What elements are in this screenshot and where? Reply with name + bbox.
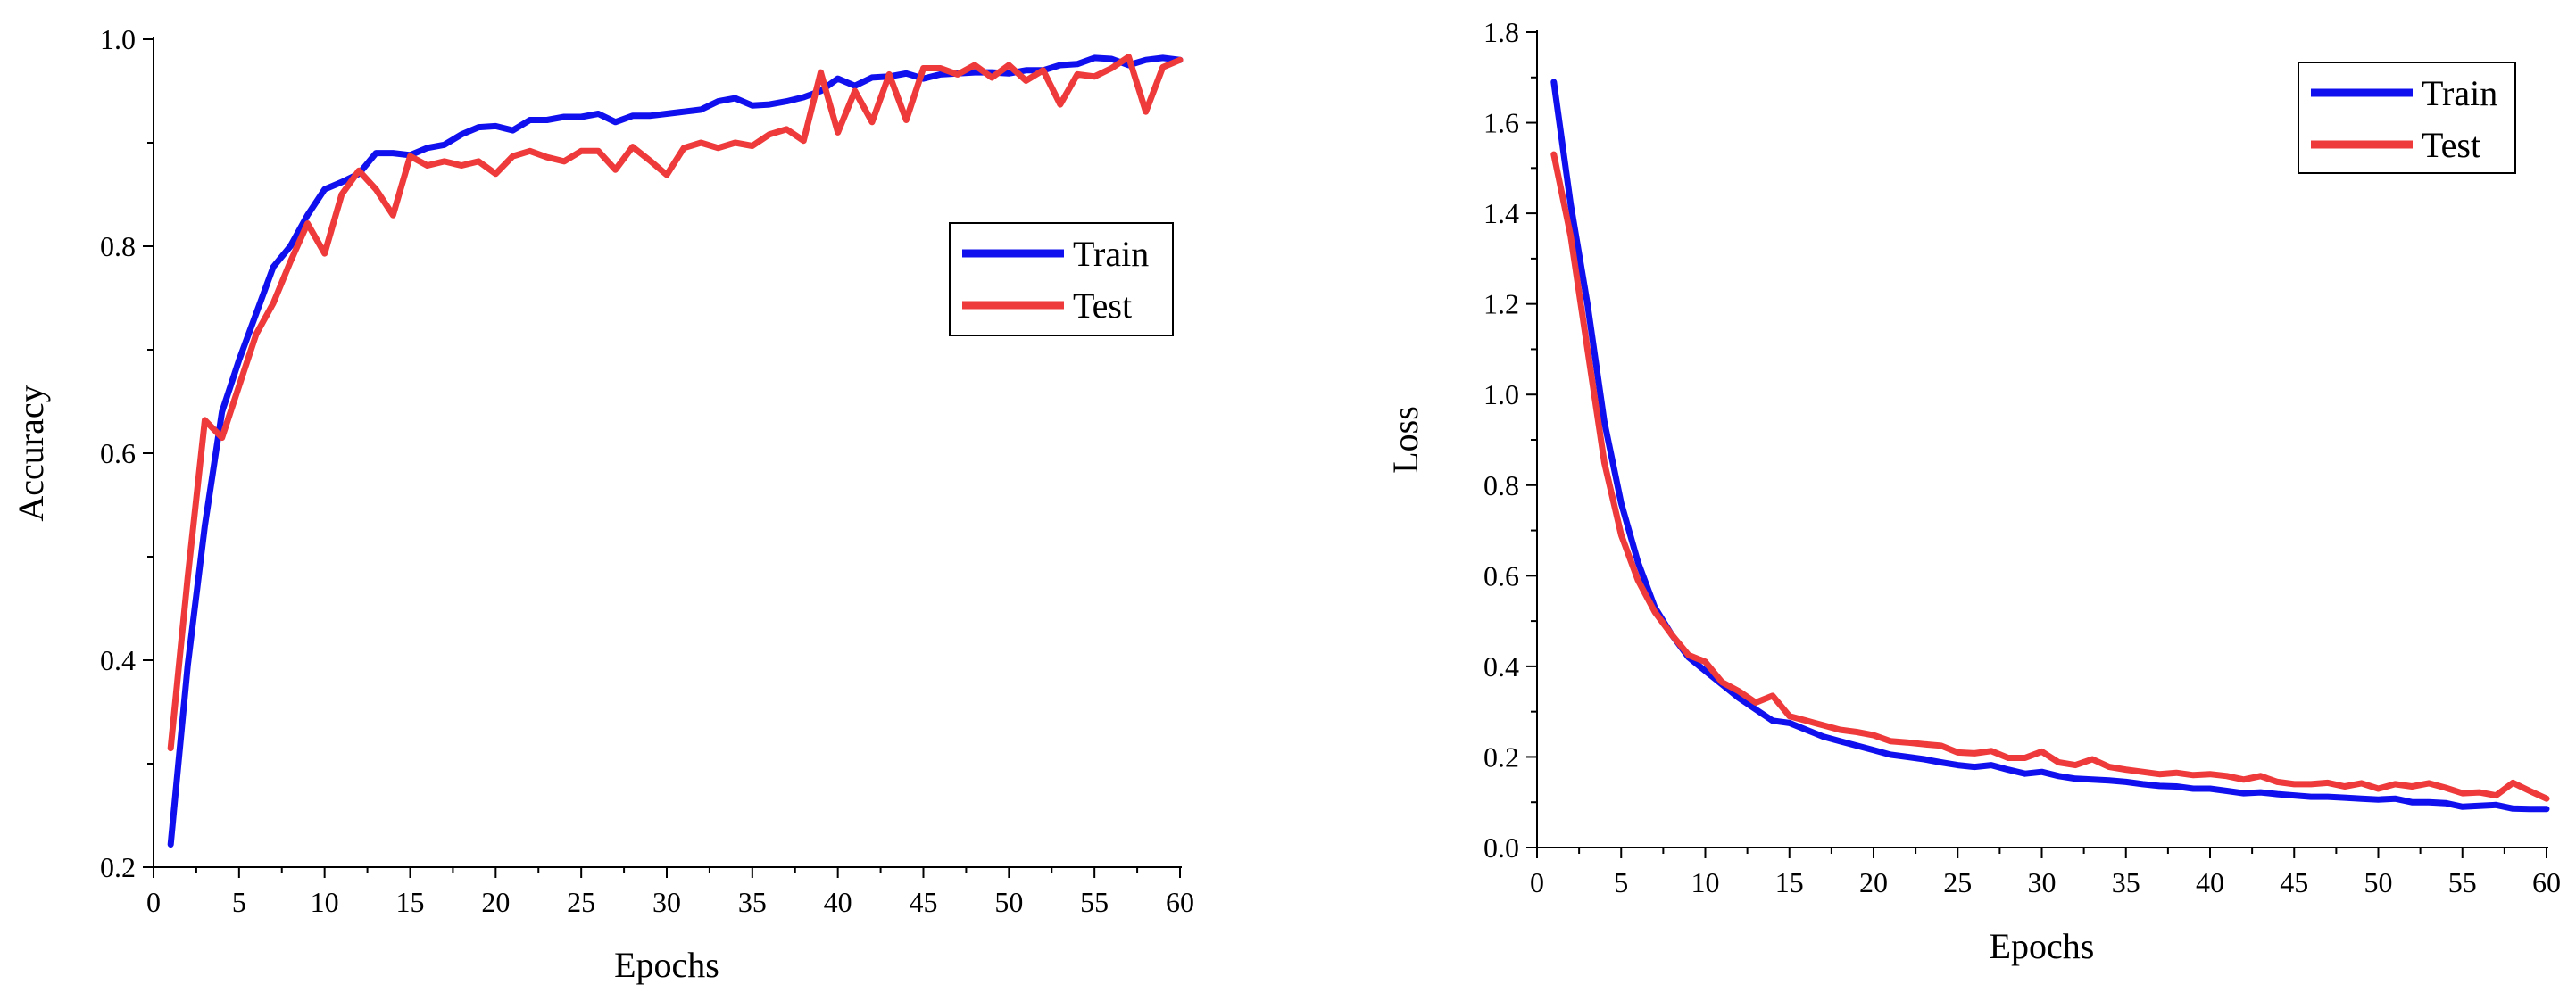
loss-legend-label-test: Test — [2422, 125, 2480, 165]
y-tick-label: 0.4 — [100, 644, 136, 676]
accuracy-legend: Train Test — [949, 222, 1174, 336]
loss-legend: Train Test — [2298, 62, 2516, 174]
y-tick-label: 0.0 — [1483, 831, 1519, 864]
accuracy-plot-series — [167, 54, 1184, 848]
x-tick-label: 45 — [910, 886, 938, 918]
x-tick-label: 55 — [2448, 866, 2477, 898]
x-tick-label: 10 — [1691, 866, 1720, 898]
y-tick-label: 0.4 — [1483, 650, 1519, 682]
x-tick-label: 45 — [2280, 866, 2308, 898]
x-tick-label: 25 — [1943, 866, 1972, 898]
x-tick-label: 60 — [1166, 886, 1194, 918]
y-tick-label: 1.2 — [1483, 288, 1519, 320]
x-tick-label: 55 — [1080, 886, 1109, 918]
x-tick-label: 15 — [1775, 866, 1804, 898]
accuracy-ticks: 0 5 10 15 20 25 30 35 40 45 50 55 60 0.2 0.4 0.6 0.8 1.0 — [100, 23, 1194, 918]
series-line-train — [1550, 79, 2550, 813]
loss-legend-box — [2298, 62, 2516, 174]
y-tick-label: 1.4 — [1483, 197, 1519, 229]
x-tick-label: 35 — [2112, 866, 2140, 898]
x-tick-label: 10 — [311, 886, 339, 918]
y-tick-label: 0.6 — [1483, 559, 1519, 592]
x-tick-label: 60 — [2532, 866, 2561, 898]
accuracy-chart: 0 5 10 15 20 25 30 35 40 45 50 55 600.20.40.60.81.0 … — [11, 23, 1194, 985]
y-tick-label: 0.6 — [100, 437, 136, 469]
x-tick-label: 50 — [994, 886, 1023, 918]
accuracy-x-axis-title: Epochs — [614, 945, 719, 985]
accuracy-legend-label-test: Test — [1073, 285, 1132, 326]
loss-legend-label-train: Train — [2422, 73, 2497, 113]
y-tick-label: 0.8 — [100, 230, 136, 262]
y-tick-label: 1.0 — [1483, 378, 1519, 410]
x-tick-label: 5 — [1614, 866, 1628, 898]
x-tick-label: 30 — [652, 886, 681, 918]
accuracy-y-axis-title: Accuracy — [11, 385, 51, 521]
y-tick-label: 0.2 — [100, 851, 136, 883]
x-tick-label: 0 — [146, 886, 161, 918]
y-tick-label: 0.2 — [1483, 740, 1519, 773]
y-tick-label: 1.8 — [1483, 16, 1519, 48]
x-tick-label: 20 — [1859, 866, 1888, 898]
y-tick-label: 1.6 — [1483, 107, 1519, 139]
accuracy-legend-box — [949, 222, 1174, 336]
x-tick-label: 20 — [481, 886, 510, 918]
x-tick-label: 5 — [232, 886, 246, 918]
accuracy-legend-label-train: Train — [1073, 234, 1149, 274]
y-tick-label: 1.0 — [100, 23, 136, 55]
x-tick-label: 35 — [738, 886, 767, 918]
x-tick-label: 40 — [2196, 866, 2224, 898]
x-tick-label: 40 — [824, 886, 852, 918]
x-tick-label: 50 — [2364, 866, 2393, 898]
loss-x-axis-title: Epochs — [1990, 926, 2095, 966]
x-tick-label: 15 — [396, 886, 425, 918]
x-tick-label: 0 — [1530, 866, 1544, 898]
y-tick-label: 0.8 — [1483, 469, 1519, 501]
loss-ticks: 0 5 10 15 20 25 30 35 40 45 50 55 60 0.0 0.2 0.4 0.6 0.8 1… — [1483, 16, 2561, 898]
loss-y-axis-title: Loss — [1385, 406, 1425, 474]
x-tick-label: 30 — [2028, 866, 2057, 898]
x-tick-label: 25 — [567, 886, 595, 918]
series-line-test — [167, 54, 1184, 752]
series-line-train — [167, 54, 1184, 848]
loss-plot-series — [1550, 79, 2550, 813]
loss-chart: 0 5 10 15 20 25 30 35 40 45 50 55 60 0.0 0.2 0.4 0.6 0.8 1… — [1385, 16, 2561, 966]
series-line-test — [1550, 151, 2550, 802]
